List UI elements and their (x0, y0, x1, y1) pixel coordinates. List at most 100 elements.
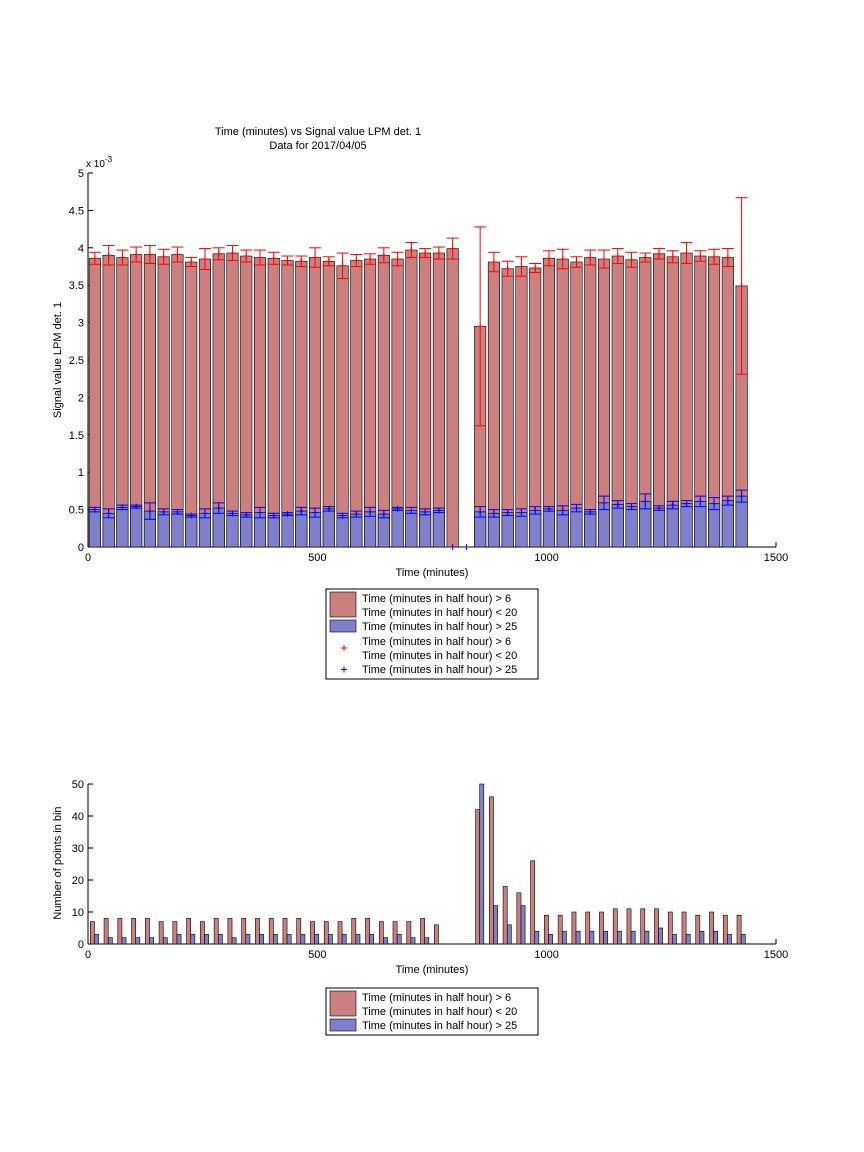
count-bar-chart: 0 500 1000 1500 0 10 20 30 40 50 Time (minutes) N… (52, 779, 788, 976)
bar-blue (713, 930, 719, 945)
bar-blue (424, 937, 430, 945)
bar-blue (336, 515, 349, 548)
bar-red (240, 255, 253, 548)
y-tick-label: 2 (78, 392, 84, 404)
bar-red (336, 265, 349, 548)
bar-red (654, 908, 659, 945)
x-tick-label: 1500 (764, 949, 788, 961)
bar-red (322, 260, 335, 548)
bar-blue (217, 934, 223, 945)
bar-blue (487, 513, 500, 548)
bar-blue (116, 507, 129, 548)
legend-label: Time (minutes in half hour) < 20 (362, 607, 517, 619)
bar-red (186, 918, 192, 945)
y-tick-label: 20 (72, 875, 84, 887)
legend-label: Time (minutes in half hour) > 6 (362, 593, 511, 605)
bar-blue (603, 930, 608, 945)
bar-blue (630, 930, 636, 945)
bar-blue (204, 934, 209, 945)
bar-red (709, 911, 714, 945)
legend-swatch (329, 1018, 357, 1032)
bar-blue (589, 930, 595, 945)
bar-blue (369, 934, 375, 945)
bar-red (102, 254, 115, 548)
bar-blue (658, 927, 664, 945)
bar-red (282, 918, 288, 945)
bar-blue (520, 905, 526, 945)
bar-blue (740, 934, 746, 945)
bar-blue (355, 934, 361, 945)
y-tick-label: 2.5 (69, 355, 84, 367)
bar-red (145, 918, 150, 945)
count-plot-area: 0 500 1000 1500 0 10 20 30 40 50 (72, 779, 788, 961)
bar-red (227, 918, 233, 945)
bar-red (377, 254, 390, 548)
bar-blue (240, 514, 253, 548)
bar-blue (176, 934, 182, 945)
bar-blue (493, 905, 498, 945)
legend-label: Time (minutes in half hour) > 25 (362, 664, 517, 676)
legend-label: Time (minutes in half hour) > 25 (362, 621, 517, 633)
bar-blue (231, 937, 237, 945)
bar-red (391, 258, 404, 548)
bar-red (130, 254, 143, 548)
bar-blue (727, 934, 732, 945)
bar-red (446, 248, 459, 548)
bar-blue (542, 508, 555, 548)
bar-red (502, 886, 508, 945)
bar-red (420, 918, 425, 945)
legend-label: Time (minutes in half hour) > 25 (362, 1020, 517, 1032)
bar-blue (259, 934, 264, 945)
bar-red (529, 267, 542, 548)
bar-red (171, 254, 184, 548)
x-tick-label: 1500 (764, 552, 788, 564)
bar-blue (212, 507, 225, 548)
bar-red (185, 261, 198, 548)
top-y-axis-label: Signal value LPM det. 1 (52, 302, 64, 418)
bar-red (267, 257, 280, 548)
bar-red (542, 257, 555, 548)
bar-red (172, 921, 178, 945)
bar-red (198, 258, 211, 548)
bar-blue (534, 930, 540, 945)
bar-red (268, 918, 274, 945)
x-tick-label: 0 (85, 552, 91, 564)
y-tick-label: 1 (78, 467, 84, 479)
y-tick-label: 40 (72, 811, 84, 823)
y-tick-label: 4.5 (69, 205, 84, 217)
bar-red (556, 258, 569, 548)
bar-blue (561, 930, 567, 945)
bar-red (158, 921, 164, 945)
bar-blue (88, 509, 101, 548)
legend-swatch (329, 990, 357, 1017)
bar-blue (506, 924, 512, 945)
bar-blue (419, 511, 432, 548)
bar-red (378, 921, 384, 945)
top-legend: Time (minutes in half hour) > 6 Time (min… (325, 588, 539, 680)
bar-blue (694, 501, 707, 548)
legend-label: Time (minutes in half hour) > 6 (362, 992, 511, 1004)
bar-red (487, 261, 500, 548)
legend-box (325, 588, 539, 680)
bar-red (116, 257, 129, 548)
y-tick-label: 30 (72, 843, 84, 855)
bar-red (296, 918, 302, 945)
bar-blue (653, 507, 666, 548)
bar-red (599, 911, 604, 945)
bar-red (241, 918, 247, 945)
bar-red (475, 809, 481, 945)
bar-blue (149, 937, 154, 945)
y-tick-label: 10 (72, 907, 84, 919)
bar-red (295, 260, 308, 548)
bar-red (364, 258, 377, 548)
bar-red (681, 911, 687, 945)
bar-red (281, 260, 294, 548)
y-tick-label: 0 (78, 939, 84, 951)
bottom-legend: Time (minutes in half hour) > 6 Time (min… (325, 987, 539, 1036)
bar-blue (625, 506, 638, 548)
bar-blue (309, 512, 322, 548)
bar-blue (410, 937, 416, 945)
bar-red (255, 918, 260, 945)
bar-blue (198, 513, 211, 548)
bar-red (310, 921, 315, 945)
